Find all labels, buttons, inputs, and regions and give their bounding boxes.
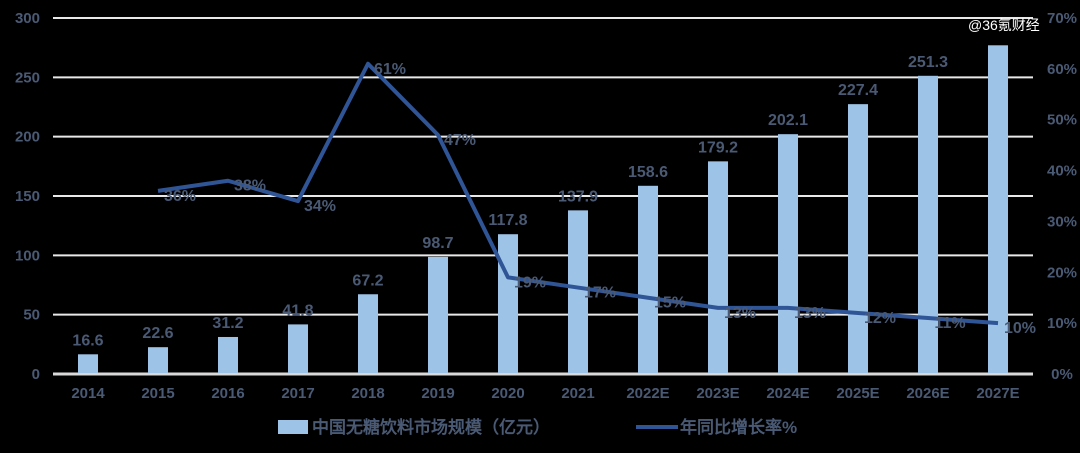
line-label: 36% — [164, 188, 196, 205]
line-label: 19% — [514, 274, 546, 291]
y-left-tick: 0 — [32, 366, 40, 383]
legend-line-label: 年同比增长率% — [680, 417, 797, 437]
x-tick: 2021 — [561, 385, 594, 402]
bar-label: 41.8 — [282, 302, 313, 319]
x-tick: 2027E — [976, 385, 1019, 402]
y-left-tick: 150 — [15, 188, 40, 205]
y-right-tick: 10% — [1047, 315, 1077, 332]
bar — [638, 185, 658, 373]
y-right-tick: 60% — [1047, 61, 1077, 78]
x-tick: 2017 — [281, 385, 314, 402]
bar — [218, 336, 238, 373]
x-tick: 2022E — [626, 385, 669, 402]
bar-label: 22.6 — [142, 325, 173, 342]
x-tick: 2018 — [351, 385, 384, 402]
bar — [708, 161, 728, 373]
bar — [778, 134, 798, 373]
bar-label: 67.2 — [352, 272, 383, 289]
y-right-tick: 50% — [1047, 112, 1077, 129]
line-label: 17% — [584, 285, 616, 302]
bar — [358, 294, 378, 373]
bar-label: 227.4 — [838, 82, 878, 99]
bar — [288, 324, 308, 373]
bar — [568, 210, 588, 373]
line-label: 10% — [1004, 320, 1036, 337]
bar-label: 117.8 — [488, 212, 527, 229]
y-right-tick: 20% — [1047, 264, 1077, 281]
y-left-tick: 300 — [15, 10, 40, 27]
line-label: 47% — [444, 132, 476, 149]
bar — [78, 354, 98, 373]
line-label: 61% — [374, 61, 406, 78]
y-right-tick: 30% — [1047, 213, 1077, 230]
bar — [988, 45, 1008, 373]
x-tick: 2023E — [696, 385, 739, 402]
line-label: 38% — [234, 178, 266, 195]
y-right-tick: 0% — [1051, 366, 1073, 383]
bar-label: 251.3 — [908, 54, 948, 71]
bar — [498, 234, 518, 373]
x-tick: 2026E — [906, 385, 949, 402]
line-label: 13% — [724, 305, 756, 322]
line-label: 11% — [934, 315, 965, 332]
bar-label: 16.6 — [72, 332, 103, 349]
bar-label: 98.7 — [422, 235, 453, 252]
bar-label: 137.9 — [558, 188, 598, 205]
y-right-tick: 40% — [1047, 163, 1077, 180]
bar-label: 31.2 — [212, 315, 243, 332]
x-tick: 2014 — [71, 385, 105, 402]
bar — [428, 256, 448, 373]
bar-label: 158.6 — [628, 164, 668, 181]
x-tick: 2025E — [836, 385, 879, 402]
line-label: 13% — [794, 305, 826, 322]
y-left-tick: 250 — [15, 69, 40, 86]
x-tick: 2019 — [421, 385, 454, 402]
line-label: 34% — [304, 198, 336, 215]
bar — [148, 347, 168, 373]
bar-label: 179.2 — [698, 139, 738, 156]
line-label: 12% — [864, 310, 896, 327]
x-tick: 2020 — [491, 385, 524, 402]
legend-bar-label: 中国无糖饮料市场规模（亿元） — [312, 417, 550, 437]
line-label: 15% — [654, 295, 686, 312]
y-right-tick: 70% — [1047, 10, 1077, 27]
y-left-tick: 100 — [15, 247, 40, 264]
y-left-tick: 50 — [23, 307, 40, 324]
y-left-tick: 200 — [15, 129, 40, 146]
x-tick: 2024E — [766, 385, 809, 402]
growth-line — [157, 61, 999, 326]
bar-label: 202.1 — [768, 112, 808, 129]
x-tick: 2015 — [141, 385, 174, 402]
bar — [848, 104, 868, 373]
watermark: @36氪财经 — [968, 17, 1040, 33]
bar — [918, 75, 938, 374]
x-tick: 2016 — [211, 385, 244, 402]
legend-bar-swatch — [278, 420, 308, 434]
